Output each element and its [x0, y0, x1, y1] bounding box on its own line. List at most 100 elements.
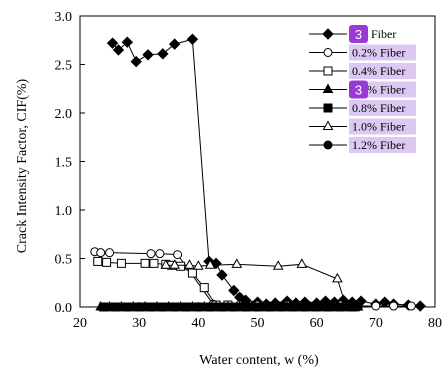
badge-background	[349, 25, 368, 43]
data-point	[140, 302, 150, 312]
data-point	[228, 284, 240, 297]
data-point	[332, 272, 343, 283]
legend-label: 0.4% Fiber	[352, 64, 405, 78]
data-point	[294, 302, 304, 312]
data-point	[204, 259, 216, 269]
legend-marker	[322, 83, 334, 93]
legend-entry: 0.2% Fiber	[309, 44, 416, 61]
data-point	[282, 302, 292, 312]
legend-entry: 0.4% Fiber	[309, 63, 416, 79]
data-point	[389, 301, 399, 311]
badge-label: 3	[355, 27, 362, 42]
legend-label: 0.8% Fiber	[352, 101, 405, 115]
legend-marker	[323, 140, 333, 150]
data-point	[199, 283, 209, 293]
data-point	[149, 258, 159, 268]
legend-marker	[323, 48, 333, 57]
y-axis-title: Crack Intensity Factor, CIF(%)	[15, 78, 30, 253]
data-point	[406, 301, 416, 311]
data-point	[155, 249, 165, 259]
data-point	[258, 302, 268, 312]
series-line	[165, 263, 347, 308]
data-point	[318, 302, 328, 312]
legend-overlay-badge: 3	[349, 80, 368, 99]
data-point	[247, 302, 257, 312]
data-point	[379, 296, 391, 308]
legend-highlight	[349, 118, 416, 135]
data-point	[211, 302, 221, 312]
data-point	[130, 55, 142, 68]
series-layer	[90, 33, 426, 312]
data-point	[176, 302, 186, 312]
legend-label: 1.0% Fiber	[352, 120, 405, 134]
y-tick-label: 1.0	[55, 204, 73, 219]
data-point	[168, 38, 181, 50]
data-point	[231, 258, 243, 268]
y-tick-label: 3.0	[55, 10, 73, 25]
y-tick-label: 1.5	[55, 156, 73, 171]
data-point	[187, 302, 197, 312]
data-point	[140, 258, 150, 268]
legend-marker	[322, 120, 334, 130]
data-point	[116, 258, 126, 268]
y-tick-label: 0.5	[55, 253, 73, 268]
data-point	[152, 302, 162, 312]
legend-entry: 1.0% Fiber	[309, 118, 416, 135]
data-point	[142, 49, 154, 61]
legend-marker	[322, 28, 334, 40]
data-point	[235, 302, 245, 312]
x-axis-title: Water content, w (%)	[199, 353, 319, 368]
data-point	[160, 259, 172, 269]
data-point	[105, 302, 115, 312]
legend-highlight	[349, 44, 416, 61]
legend-highlight	[349, 137, 416, 153]
data-point	[414, 300, 426, 312]
data-point	[192, 260, 204, 270]
y-tick-label: 0.0	[55, 301, 73, 316]
data-point	[199, 302, 209, 312]
data-point	[128, 302, 138, 312]
y-tick-label: 2.0	[55, 107, 73, 122]
data-point	[187, 268, 197, 278]
data-point	[102, 257, 112, 267]
y-tick-label: 2.5	[55, 59, 73, 74]
data-point	[329, 302, 339, 312]
x-tick-label: 50	[251, 316, 265, 331]
axes: 20 30 40 50 60 70 80 0.0 0.5 1.0 1.5 2.0 2.5 3.0	[55, 10, 443, 331]
data-point	[371, 301, 381, 311]
data-point	[296, 258, 308, 268]
legend-marker	[323, 103, 333, 113]
data-point	[306, 302, 316, 312]
badge-label: 3	[355, 83, 362, 98]
legend-label: 0.2% Fiber	[352, 46, 405, 60]
data-point	[105, 248, 115, 258]
data-point	[353, 302, 363, 312]
x-tick-label: 70	[369, 316, 383, 331]
data-point	[186, 33, 199, 45]
legend-marker	[323, 66, 333, 76]
legend-entry: 1.2% Fiber	[309, 137, 416, 153]
data-point	[96, 248, 106, 258]
data-point	[146, 249, 156, 259]
data-point	[272, 260, 284, 270]
data-point	[173, 250, 183, 260]
series-6	[105, 302, 363, 312]
series-5	[160, 258, 352, 311]
data-point	[164, 302, 174, 312]
x-tick-label: 60	[310, 316, 324, 331]
x-tick-label: 80	[428, 316, 442, 331]
legend-entry: 0.8% Fiber	[309, 100, 416, 116]
x-tick-label: 40	[191, 316, 205, 331]
data-point	[216, 269, 228, 281]
x-tick-label: 30	[132, 316, 146, 331]
data-point	[112, 44, 125, 56]
legend-label: 1.2% Fiber	[352, 138, 405, 152]
data-point	[169, 259, 181, 269]
data-point	[184, 259, 195, 269]
data-point	[116, 302, 126, 312]
data-point	[121, 36, 134, 48]
data-point	[157, 48, 169, 60]
x-tick-label: 20	[73, 316, 87, 331]
